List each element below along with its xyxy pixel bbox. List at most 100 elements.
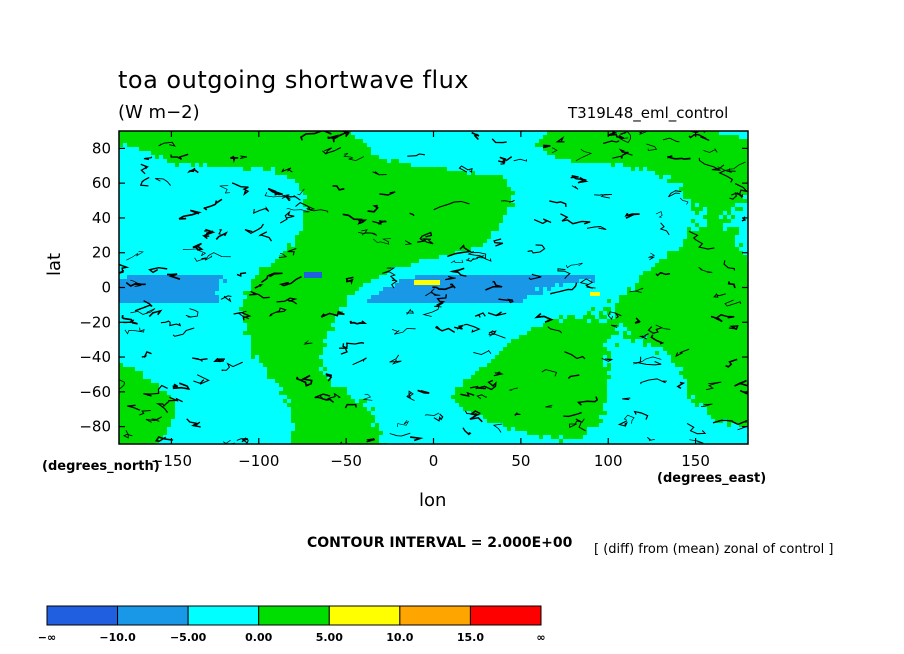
field-cell	[583, 351, 587, 355]
field-cell	[363, 251, 367, 255]
field-cell	[727, 295, 731, 299]
field-cell	[675, 303, 679, 307]
field-cell	[407, 179, 411, 183]
field-cell	[407, 263, 411, 267]
field-cell	[343, 207, 347, 211]
field-cell	[319, 143, 323, 147]
field-cell	[291, 367, 295, 371]
field-cell	[419, 219, 423, 223]
field-cell	[295, 387, 299, 391]
field-cell	[411, 167, 415, 171]
field-cell	[359, 143, 363, 147]
field-cell	[247, 159, 251, 163]
field-cell	[519, 291, 523, 295]
field-cell	[291, 375, 295, 379]
field-cell	[343, 295, 347, 299]
field-cell	[559, 143, 563, 147]
field-cell	[671, 291, 675, 295]
field-cell	[343, 275, 347, 279]
field-cell	[399, 179, 403, 183]
field-cell	[275, 279, 279, 283]
field-cell	[219, 131, 223, 135]
field-cell	[367, 211, 371, 215]
field-cell	[711, 179, 715, 183]
field-cell	[143, 131, 147, 135]
field-cell	[219, 147, 223, 151]
field-cell	[287, 247, 291, 251]
field-cell	[647, 155, 651, 159]
field-cell	[287, 287, 291, 291]
field-cell	[715, 219, 719, 223]
field-cell	[267, 147, 271, 151]
field-cell	[291, 275, 295, 279]
field-cell	[331, 195, 335, 199]
field-cell	[483, 199, 487, 203]
field-cell	[431, 275, 435, 279]
field-cell	[575, 371, 579, 375]
field-cell	[191, 135, 195, 139]
field-cell	[319, 187, 323, 191]
field-cell	[355, 235, 359, 239]
field-cell	[443, 199, 447, 203]
field-cell	[299, 287, 303, 291]
field-cell	[423, 199, 427, 203]
field-cell	[363, 187, 367, 191]
field-cell	[623, 319, 627, 323]
field-cell	[663, 259, 667, 263]
field-cell	[207, 139, 211, 143]
field-cell	[579, 351, 583, 355]
field-cell	[707, 131, 711, 135]
field-cell	[639, 311, 643, 315]
field-cell	[487, 231, 491, 235]
field-cell	[327, 303, 331, 307]
field-cell	[351, 239, 355, 243]
field-cell	[647, 323, 651, 327]
field-cell	[651, 163, 655, 167]
field-cell	[403, 183, 407, 187]
field-cell	[407, 279, 411, 283]
field-cell	[683, 179, 687, 183]
field-cell	[715, 271, 719, 275]
field-cell	[527, 283, 531, 287]
field-cell	[491, 195, 495, 199]
field-cell	[295, 263, 299, 267]
field-cell	[183, 139, 187, 143]
field-cell	[283, 379, 287, 383]
field-cell	[399, 191, 403, 195]
field-cell	[319, 219, 323, 223]
field-cell	[567, 355, 571, 359]
field-cell	[147, 131, 151, 135]
field-cell	[275, 327, 279, 331]
field-cell	[743, 263, 747, 267]
field-cell	[339, 243, 343, 247]
field-cell	[559, 327, 563, 331]
field-cell	[555, 151, 559, 155]
field-cell	[303, 355, 307, 359]
field-cell	[427, 219, 431, 223]
field-cell	[727, 343, 731, 347]
field-cell	[403, 239, 407, 243]
field-cell	[351, 231, 355, 235]
field-cell	[587, 311, 591, 315]
field-cell	[151, 151, 155, 155]
field-cell	[467, 203, 471, 207]
field-cell	[279, 159, 283, 163]
field-cell	[335, 271, 339, 275]
field-cell	[251, 343, 255, 347]
field-cell	[583, 363, 587, 367]
field-cell	[459, 215, 463, 219]
field-cell	[435, 255, 439, 259]
field-cell	[299, 315, 303, 319]
field-cell	[695, 367, 699, 371]
field-cell	[267, 355, 271, 359]
field-cell	[363, 255, 367, 259]
field-cell	[535, 371, 539, 375]
field-cell	[123, 291, 127, 295]
field-cell	[515, 359, 519, 363]
field-cell	[447, 175, 451, 179]
field-cell	[719, 295, 723, 299]
field-cell	[419, 195, 423, 199]
field-cell	[387, 295, 391, 299]
field-cell	[327, 203, 331, 207]
field-cell	[711, 191, 715, 195]
